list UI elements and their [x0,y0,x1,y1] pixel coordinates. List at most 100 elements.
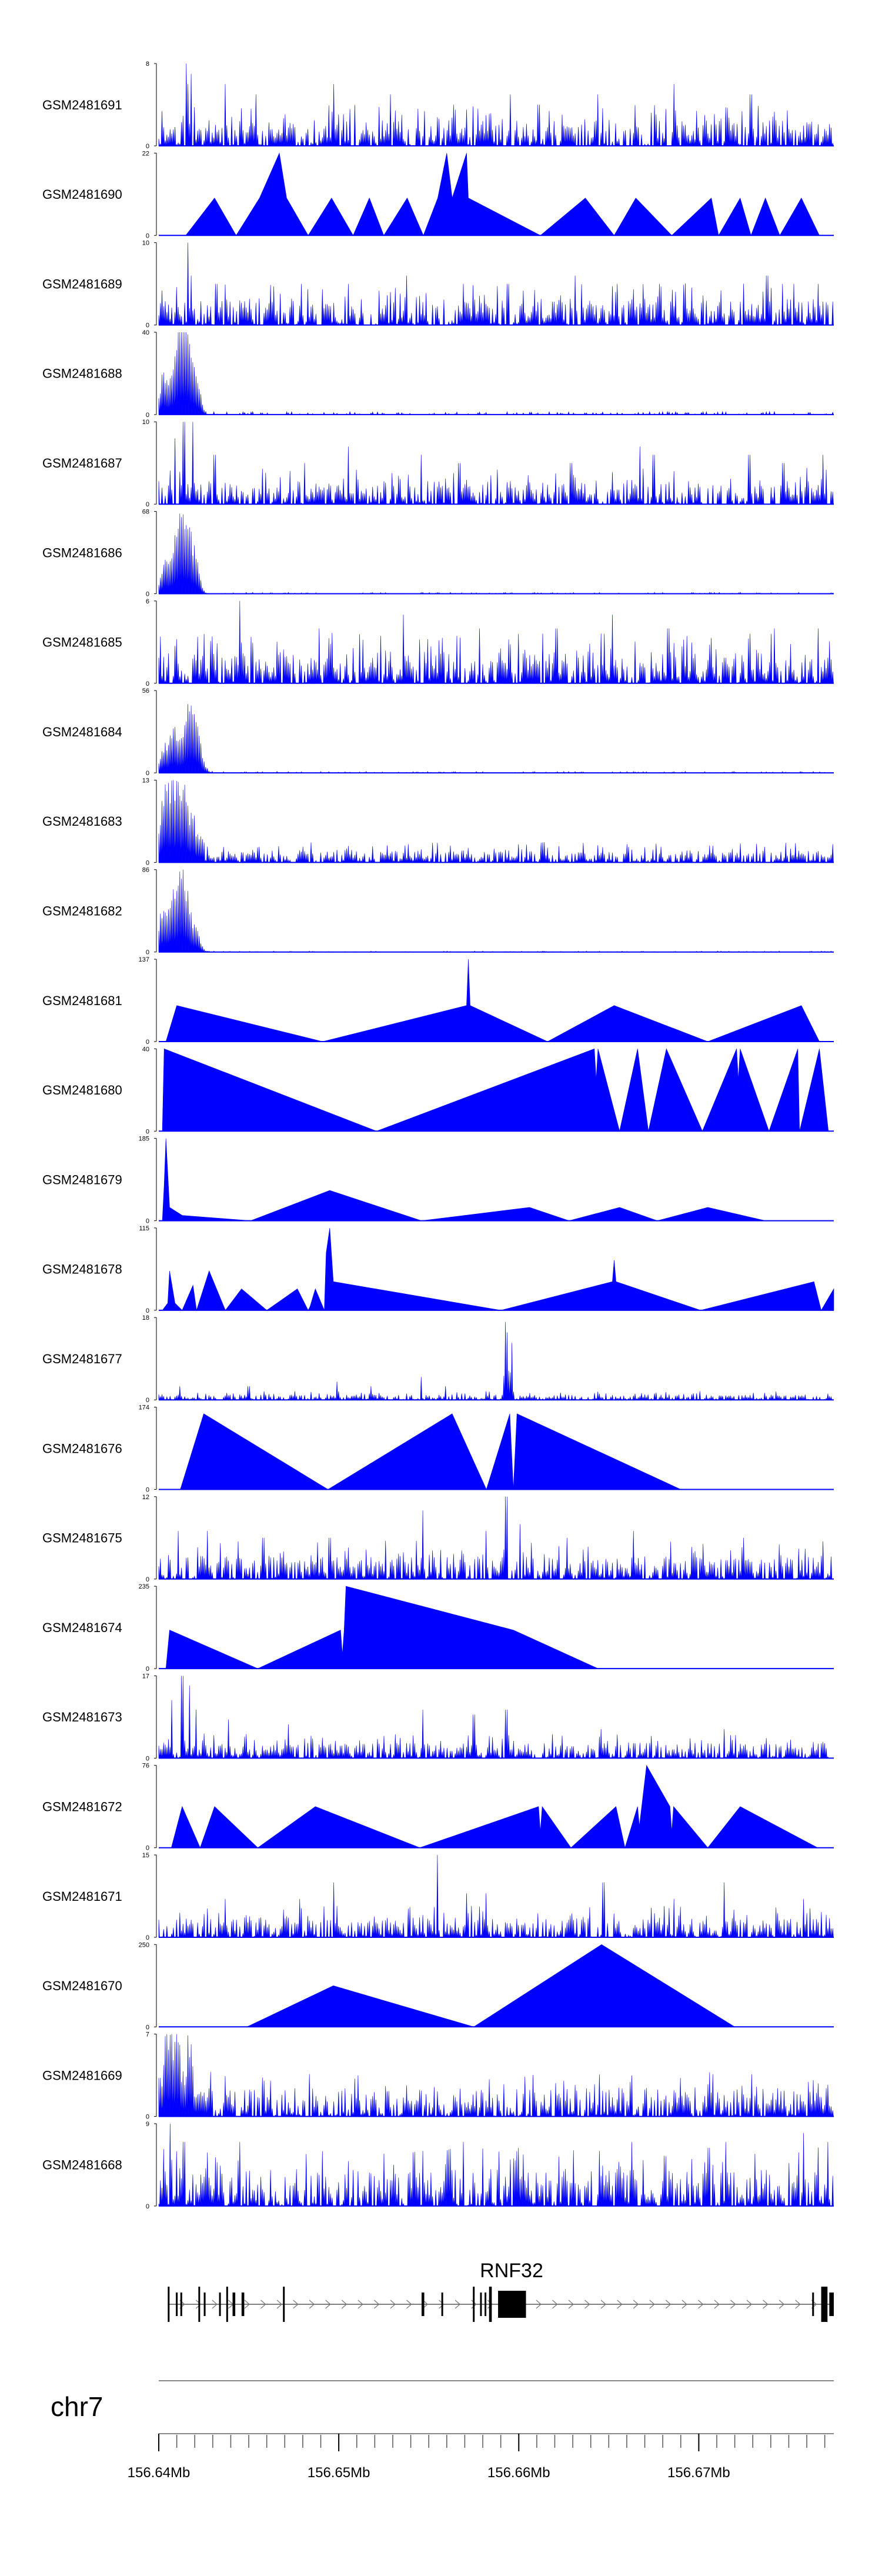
track-label: GSM2481691 [42,98,122,112]
y-axis-max-label: 17 [142,1673,149,1680]
gene-exon [241,2293,245,2316]
y-axis-zero-label: 0 [146,1845,149,1852]
gene-exon [812,2293,814,2316]
y-axis-max-label: 137 [139,956,149,963]
gene-exon [485,2293,487,2316]
track-label: GSM2481678 [42,1262,122,1277]
signal-area [158,1496,834,1580]
gene-exon [219,2293,221,2316]
y-axis-max-label: 22 [142,150,149,157]
track-label: GSM2481686 [42,545,122,560]
strand-arrow [390,2300,396,2309]
y-axis-max-label: 10 [142,419,149,426]
track-label: GSM2481689 [42,276,122,291]
track-label: GSM2481688 [42,366,122,381]
track-label: GSM2481674 [42,1620,122,1635]
y-axis-max-label: 235 [139,1583,149,1590]
strand-arrow [714,2300,720,2309]
y-axis-max-label: 40 [142,329,149,336]
signal-area [158,242,834,326]
strand-arrow [584,2300,590,2309]
signal-area [158,780,834,863]
y-axis-max-label: 12 [142,1494,149,1501]
y-axis-max-label: 250 [139,1941,149,1948]
strand-arrow [455,2300,461,2309]
strand-arrow [244,2300,250,2309]
strand-arrow [341,2300,348,2309]
track-label: GSM2481680 [42,1083,122,1097]
strand-arrow [568,2300,574,2309]
y-axis-zero-label: 0 [146,591,149,598]
track-label: GSM2481681 [42,993,122,1008]
track-label: GSM2481677 [42,1352,122,1366]
gene-exon [180,2293,182,2316]
y-axis-max-label: 115 [139,1225,149,1232]
x-axis-tick-label: 156.65Mb [308,2465,370,2481]
y-axis-max-label: 86 [142,867,149,874]
gene-exon [498,2291,526,2318]
gene-name-label: RNF32 [480,2260,543,2282]
signal-area [158,2034,834,2117]
strand-arrow [795,2300,801,2309]
y-axis-max-label: 6 [146,598,149,605]
gene-exon [283,2287,285,2322]
gene-exon [489,2287,492,2322]
y-axis-zero-label: 0 [146,232,149,239]
strand-arrow [552,2300,558,2309]
y-axis-zero-label: 0 [146,1218,149,1225]
strand-arrow [779,2300,785,2309]
track-label: GSM2481673 [42,1710,122,1724]
y-axis-max-label: 9 [146,2121,149,2128]
x-axis-tick-label: 156.67Mb [667,2465,730,2481]
track-label: GSM2481669 [42,2068,122,2083]
y-axis-max-label: 10 [142,240,149,247]
y-axis-max-label: 8 [146,61,149,68]
y-axis-zero-label: 0 [146,1576,149,1583]
y-axis-max-label: 76 [142,1763,149,1770]
signal-area [158,1322,834,1401]
signal-area [185,152,820,236]
y-axis-zero-label: 0 [146,2114,149,2121]
track-label: GSM2481687 [42,456,122,471]
gene-exon [168,2287,170,2322]
strand-arrow [746,2300,753,2309]
strand-arrow [422,2300,428,2309]
y-axis-zero-label: 0 [146,1039,149,1046]
gene-exon [821,2287,828,2322]
y-axis-max-label: 13 [142,777,149,784]
y-axis-zero-label: 0 [146,1128,149,1135]
y-axis-max-label: 174 [139,1404,149,1412]
strand-arrow [406,2300,412,2309]
signal-area [158,869,834,953]
y-axis-zero-label: 0 [146,1666,149,1673]
signal-area [158,63,834,147]
track-label: GSM2481672 [42,1800,122,1814]
signal-area [162,1227,834,1311]
track-label: GSM2481682 [42,904,122,919]
y-axis-zero-label: 0 [146,412,149,419]
strand-arrow [730,2300,736,2309]
signal-area [158,1676,829,1759]
y-axis-zero-label: 0 [146,1934,149,1941]
y-axis-zero-label: 0 [146,1307,149,1314]
gene-exon [421,2293,425,2316]
strand-arrow [665,2300,671,2309]
signal-area [162,1048,829,1132]
strand-arrow [536,2300,542,2309]
strand-arrow [600,2300,607,2309]
signal-area [162,1138,766,1221]
strand-arrow [309,2300,315,2309]
track-label: GSM2481685 [42,635,122,650]
signal-area [158,1854,834,1938]
y-axis-zero-label: 0 [146,1755,149,1762]
gene-exon [232,2293,236,2316]
strand-arrow [260,2300,266,2309]
y-axis-zero-label: 0 [146,949,149,956]
strand-arrow [276,2300,283,2309]
signal-area [158,422,834,505]
y-axis-zero-label: 0 [146,2024,149,2031]
y-axis-max-label: 185 [139,1136,149,1143]
strand-arrow [681,2300,687,2309]
y-axis-zero-label: 0 [146,770,149,777]
